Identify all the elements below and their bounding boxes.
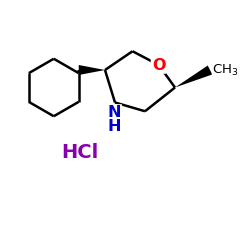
Text: HCl: HCl <box>62 143 98 162</box>
Polygon shape <box>175 66 212 88</box>
Text: N
H: N H <box>108 105 121 134</box>
Text: CH$_3$: CH$_3$ <box>212 63 239 78</box>
Polygon shape <box>79 65 105 75</box>
Text: O: O <box>152 58 166 72</box>
